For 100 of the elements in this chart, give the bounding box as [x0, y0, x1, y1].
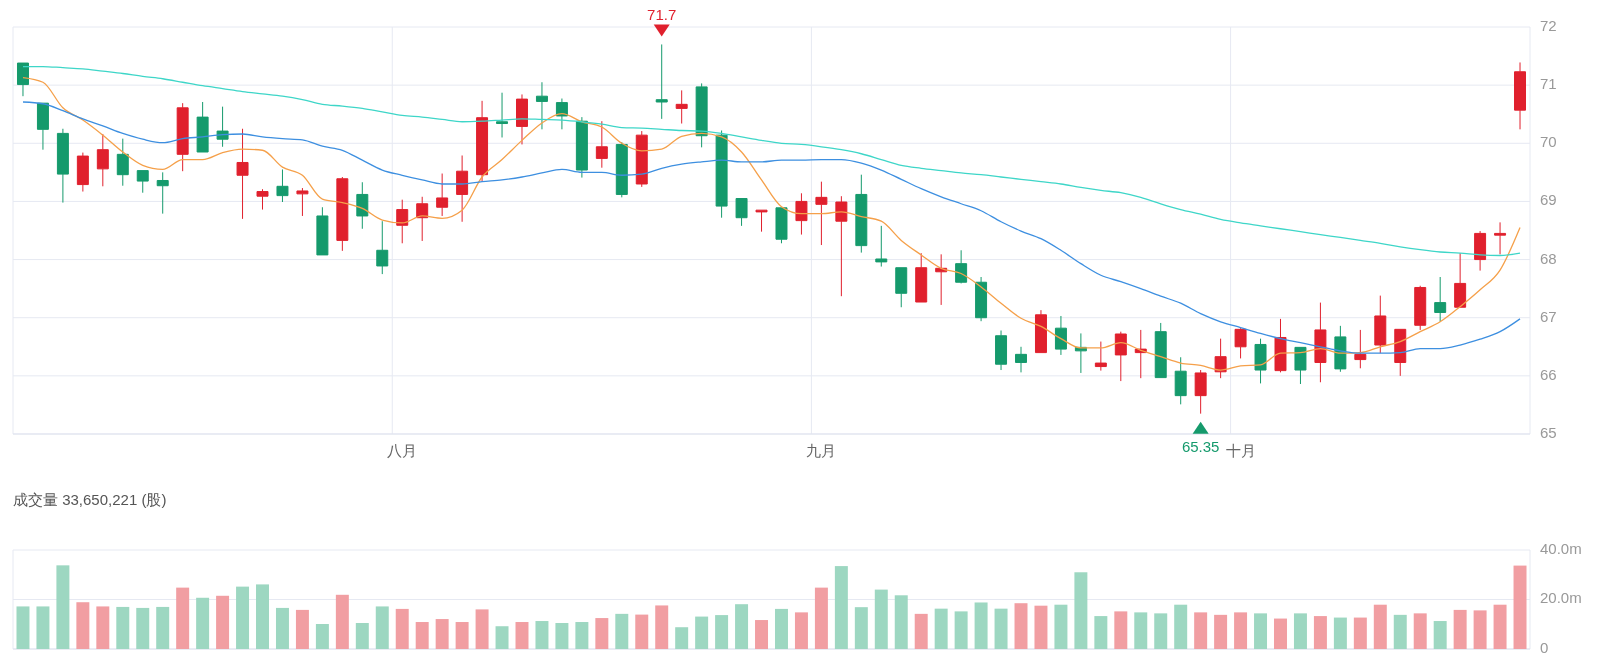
- candlestick: [1294, 346, 1307, 385]
- candlestick: [316, 206, 329, 256]
- candlestick: [36, 102, 49, 151]
- bar: [1154, 613, 1168, 649]
- candlestick: [1354, 329, 1367, 369]
- bar: [196, 597, 210, 649]
- bar: [854, 607, 868, 649]
- candlestick: [595, 120, 608, 169]
- candlestick: [96, 133, 109, 187]
- bar: [755, 620, 769, 649]
- bar: [315, 624, 329, 649]
- bar: [735, 604, 749, 649]
- candlestick: [1414, 285, 1427, 331]
- x-tick-label: 九月: [806, 442, 837, 459]
- candlestick: [655, 43, 668, 120]
- bar: [375, 606, 389, 649]
- bar: [1254, 613, 1268, 649]
- y-tick-label: 65: [1540, 423, 1557, 441]
- y-tick-label: 66: [1540, 365, 1557, 383]
- candlestick: [695, 82, 708, 148]
- candlestick: [56, 128, 69, 204]
- bar: [96, 606, 110, 649]
- bar: [1313, 616, 1327, 649]
- candlestick: [16, 62, 29, 97]
- candlestick: [1334, 325, 1347, 373]
- bar: [1034, 605, 1048, 649]
- bar: [256, 584, 269, 649]
- bar: [1134, 612, 1148, 649]
- bar: [355, 623, 369, 649]
- candlestick: [895, 267, 908, 308]
- line-series: [22, 65, 1521, 257]
- candlestick: [635, 130, 648, 188]
- bar: [295, 609, 309, 649]
- candlestick: [715, 129, 728, 219]
- bar: [475, 609, 489, 649]
- bar: [515, 622, 529, 649]
- y-tick-label: 70: [1540, 133, 1557, 151]
- candlestick: [416, 196, 429, 242]
- bar: [395, 608, 409, 649]
- bar: [495, 626, 509, 649]
- bar: [1014, 603, 1028, 649]
- bar: [1373, 604, 1387, 649]
- candlestick: [575, 116, 588, 179]
- bar: [56, 565, 70, 649]
- bar: [894, 595, 908, 649]
- candlestick: [1254, 338, 1267, 384]
- candlestick: [1174, 356, 1187, 405]
- bar: [1473, 610, 1487, 649]
- bar: [1353, 617, 1367, 649]
- y-tick-label: 67: [1540, 307, 1557, 325]
- candlestick: [76, 152, 89, 193]
- y-tick-label: 71: [1540, 75, 1557, 93]
- candlestick: [1494, 221, 1507, 255]
- bar: [216, 595, 230, 649]
- candlestick: [196, 101, 209, 153]
- candlestick: [1514, 61, 1527, 130]
- bar: [275, 607, 289, 649]
- candlestick: [975, 276, 988, 322]
- candlestick: [755, 209, 768, 233]
- annotation: 65.35: [1181, 437, 1220, 455]
- bar: [1293, 613, 1307, 649]
- bar: [415, 622, 429, 649]
- candlestick: [1234, 327, 1247, 359]
- bar: [1453, 609, 1467, 649]
- candlestick: [176, 102, 189, 172]
- candlestick: [955, 249, 968, 284]
- bar: [934, 608, 948, 649]
- candlestick: [1434, 276, 1447, 323]
- candlestick: [1474, 230, 1487, 272]
- bar: [715, 615, 729, 649]
- candlestick: [1034, 309, 1047, 354]
- candlestick: [476, 100, 489, 183]
- candlestick: [555, 98, 568, 130]
- candlestick: [456, 155, 469, 223]
- bar: [1513, 565, 1527, 649]
- candlestick: [675, 89, 688, 125]
- annotation: 71.7: [647, 6, 677, 24]
- candlestick: [1015, 346, 1027, 373]
- candlestick: [156, 171, 169, 215]
- bar: [1413, 613, 1427, 649]
- bar: [774, 608, 788, 649]
- bar: [575, 622, 589, 649]
- candlestick: [356, 181, 369, 230]
- bar: [1493, 604, 1507, 649]
- candlestick: [1314, 302, 1327, 383]
- bar: [914, 613, 928, 649]
- bar: [615, 613, 629, 649]
- bar: [954, 611, 968, 649]
- y-tick-label: 40.0m: [1540, 539, 1582, 557]
- bar: [994, 608, 1008, 649]
- bar: [1274, 618, 1287, 649]
- candlestick: [1194, 369, 1207, 415]
- candlestick: [815, 181, 828, 246]
- bar: [1054, 604, 1068, 649]
- bar: [834, 566, 848, 649]
- candlestick: [1054, 315, 1067, 356]
- bar: [116, 606, 130, 649]
- chart-title: 成交量 33,650,221 (股): [13, 491, 167, 508]
- candlestick: [1214, 338, 1227, 379]
- bar: [874, 589, 888, 649]
